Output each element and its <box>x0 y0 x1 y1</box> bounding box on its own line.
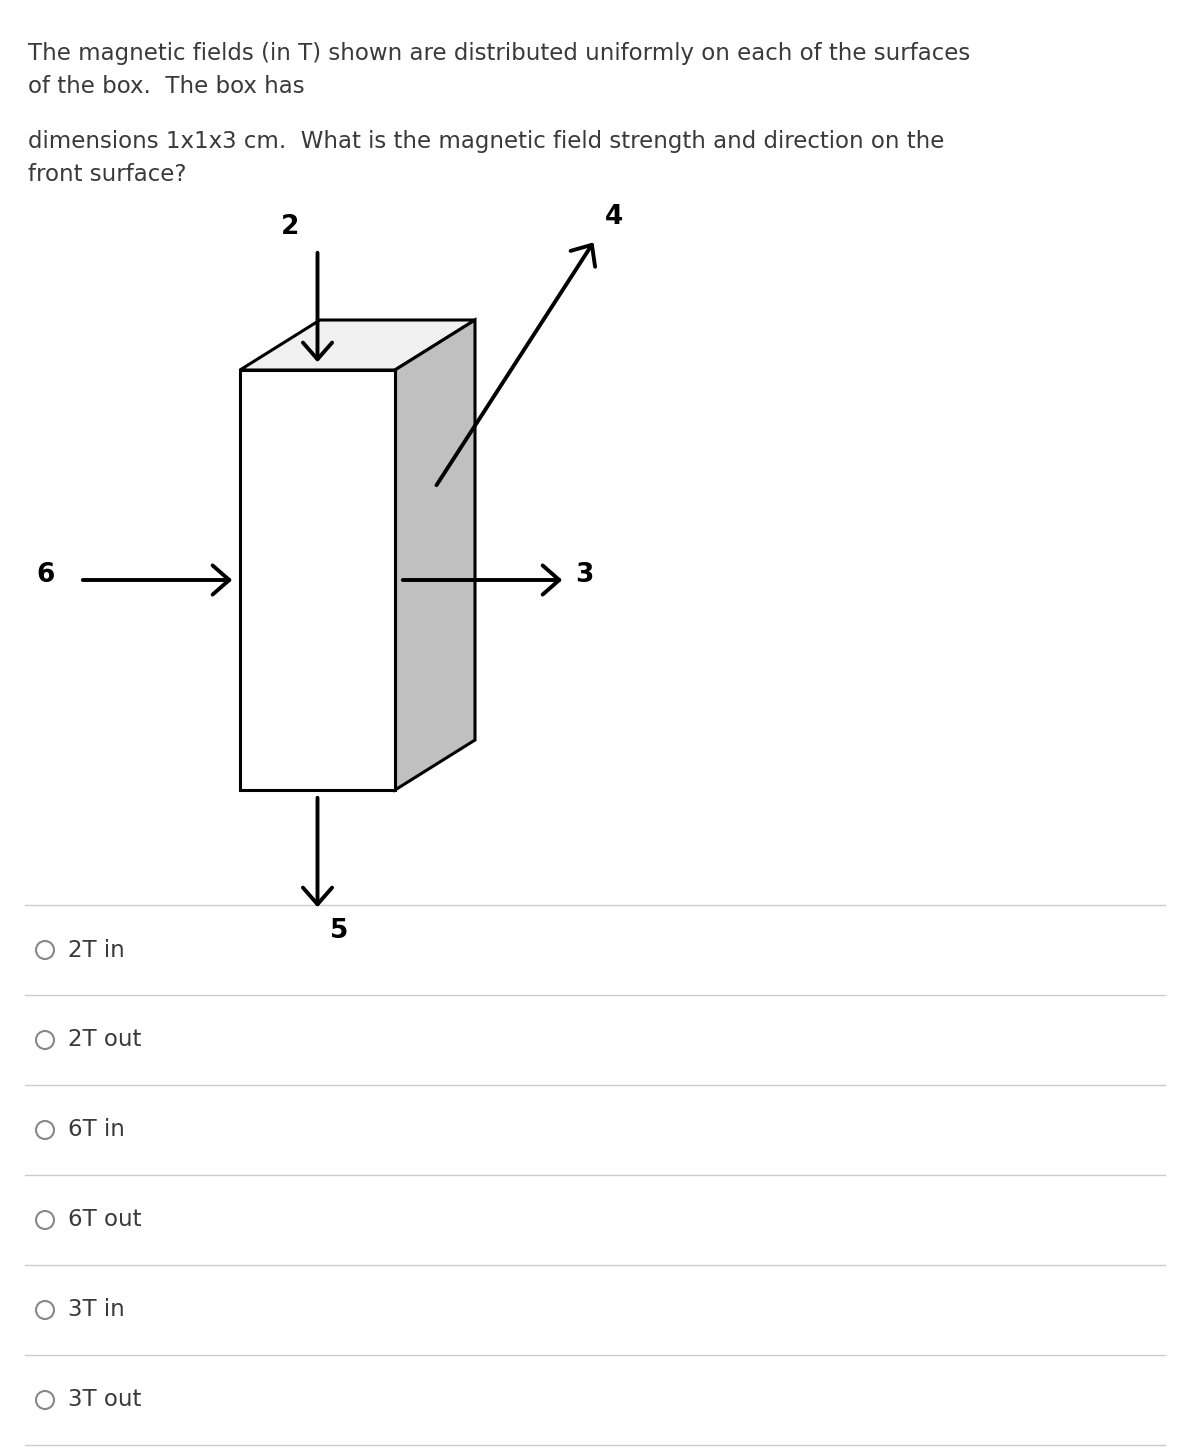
Text: The magnetic fields (in T) shown are distributed uniformly on each of the surfac: The magnetic fields (in T) shown are dis… <box>29 42 970 65</box>
Polygon shape <box>240 370 395 790</box>
Text: of the box.  The box has: of the box. The box has <box>29 75 305 99</box>
Text: 2T in: 2T in <box>68 938 125 961</box>
Text: 6T in: 6T in <box>68 1118 125 1141</box>
Text: 5: 5 <box>330 918 347 944</box>
Text: 6T out: 6T out <box>68 1208 142 1231</box>
Text: 6: 6 <box>37 563 55 589</box>
Text: 2T out: 2T out <box>68 1028 142 1051</box>
Text: front surface?: front surface? <box>29 162 187 186</box>
Text: dimensions 1x1x3 cm.  What is the magnetic field strength and direction on the: dimensions 1x1x3 cm. What is the magneti… <box>29 130 945 154</box>
Text: 2: 2 <box>281 215 300 241</box>
Polygon shape <box>395 320 475 790</box>
Text: 3: 3 <box>575 563 594 589</box>
Polygon shape <box>240 320 475 370</box>
Text: 3T out: 3T out <box>68 1389 142 1411</box>
Text: 4: 4 <box>605 204 624 231</box>
Text: 3T in: 3T in <box>68 1299 125 1321</box>
